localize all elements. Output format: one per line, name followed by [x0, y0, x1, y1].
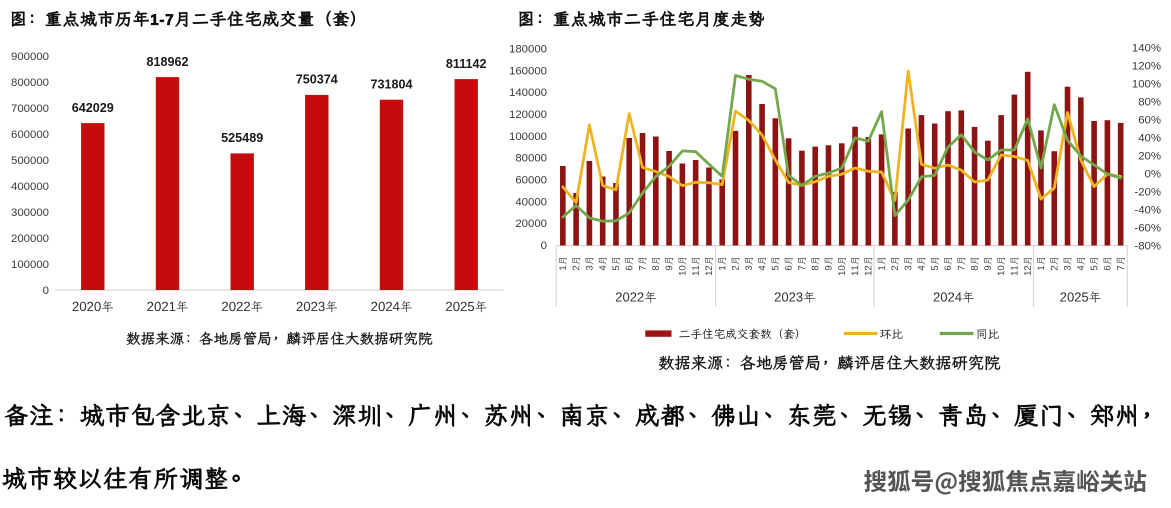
svg-text:300000: 300000 [11, 207, 49, 219]
svg-text:60%: 60% [1138, 114, 1161, 126]
svg-text:120000: 120000 [509, 109, 547, 121]
svg-text:731804: 731804 [370, 78, 412, 92]
svg-text:811142: 811142 [446, 57, 487, 71]
svg-text:-40%: -40% [1134, 204, 1161, 216]
svg-text:800000: 800000 [11, 77, 49, 89]
svg-text:900000: 900000 [11, 51, 49, 63]
svg-text:120%: 120% [1132, 60, 1161, 72]
svg-text:100000: 100000 [509, 131, 547, 143]
svg-text:642029: 642029 [72, 101, 114, 115]
svg-text:60000: 60000 [515, 175, 547, 187]
svg-text:700000: 700000 [11, 103, 49, 115]
svg-text:818962: 818962 [146, 55, 188, 69]
svg-text:525489: 525489 [221, 131, 263, 145]
svg-text:0%: 0% [1145, 168, 1161, 180]
svg-text:180000: 180000 [509, 43, 547, 55]
svg-text:40000: 40000 [515, 196, 547, 208]
svg-text:-80%: -80% [1134, 240, 1161, 252]
svg-text:140%: 140% [1132, 42, 1161, 54]
svg-text:-20%: -20% [1134, 186, 1161, 198]
svg-text:20000: 20000 [515, 218, 547, 230]
svg-text:600000: 600000 [11, 129, 49, 141]
svg-text:40%: 40% [1138, 132, 1161, 144]
svg-text:500000: 500000 [11, 155, 49, 167]
svg-text:200000: 200000 [11, 233, 49, 245]
svg-text:100%: 100% [1132, 78, 1161, 90]
svg-text:750374: 750374 [296, 73, 338, 87]
svg-text:20%: 20% [1138, 150, 1161, 162]
svg-text:0: 0 [541, 240, 547, 252]
svg-text:140000: 140000 [509, 87, 547, 99]
svg-text:400000: 400000 [11, 181, 49, 193]
svg-text:80%: 80% [1138, 96, 1161, 108]
svg-text:80000: 80000 [515, 153, 547, 165]
svg-text:100000: 100000 [11, 259, 49, 271]
svg-text:-60%: -60% [1134, 222, 1161, 234]
svg-text:0: 0 [43, 285, 49, 297]
svg-text:160000: 160000 [509, 65, 547, 77]
